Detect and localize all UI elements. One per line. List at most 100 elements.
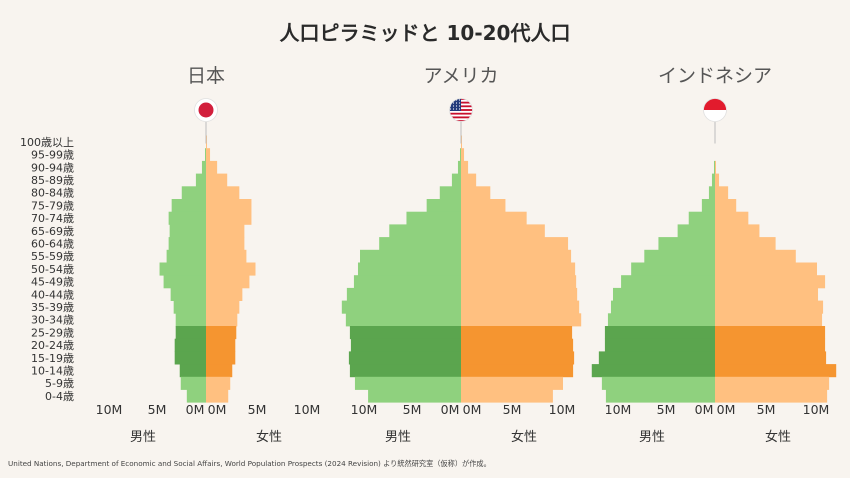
female-bar [206,148,211,162]
female-bar [715,249,796,263]
male-bar [644,249,715,263]
female-bar [206,300,240,314]
male-axis-label: 男性 [385,430,411,445]
female-bar [206,351,236,365]
female-bar [715,313,823,327]
female-bar [461,287,578,301]
male-bar [426,199,461,213]
female-bar [206,376,231,390]
female-bar [206,275,250,289]
male-bar [658,237,715,251]
female-bar [206,338,236,352]
female-bar [715,237,776,251]
male-bar [677,224,715,238]
female-bar [715,389,828,403]
indonesia-flag-icon [703,98,727,144]
male-bar [379,237,461,251]
female-bar [461,313,582,327]
female-bar [206,262,256,276]
female-bar [206,364,233,378]
x-tick-label-female: 0M [208,402,227,417]
chart-title: 人口ピラミッドと 10-20代人口 [280,21,571,45]
male-bar [607,313,715,327]
female-axis-label: 女性 [256,429,282,445]
japan-flag-icon [194,98,218,144]
male-bar [168,211,206,225]
male-bar [173,300,206,314]
female-bar [461,148,465,162]
male-axis-label: 男性 [130,430,156,445]
female-bar [715,351,827,365]
age-label: 70-74歳 [31,212,74,225]
male-bar [181,186,206,200]
x-tick-label-female: 10M [549,402,576,417]
female-bar [715,300,824,314]
x-tick-label-female: 5M [757,402,776,417]
x-tick-label-male: 5M [403,402,422,417]
country-panel-usa: アメリカ 10M 5M 0M 0M 5M 10M 男性 女性 [341,65,582,445]
female-bar [206,211,252,225]
female-bar [715,275,826,289]
female-bar [206,326,237,340]
age-label: 55-59歳 [31,250,74,263]
female-bar [715,287,819,301]
female-bar [715,338,826,352]
male-bar [180,376,206,390]
age-label: 35-39歳 [31,301,74,314]
x-tick-label-female: 10M [294,402,321,417]
male-axis-label: 男性 [639,430,665,445]
male-bar [439,186,461,200]
female-bar [461,376,564,390]
female-bar [461,237,569,251]
male-bar [175,313,206,327]
male-bar [598,351,715,365]
female-bar [206,249,247,263]
male-bar [601,376,715,390]
age-label: 30-34歳 [31,314,74,327]
female-bar [715,173,720,187]
female-bar [461,262,576,276]
male-bar [195,173,206,187]
male-bar [701,199,715,213]
country-name: インドネシア [658,65,772,87]
female-bar [715,199,737,213]
male-bar [175,326,206,340]
age-label: 90-94歳 [31,161,74,174]
male-bar [170,287,206,301]
age-label: 0-4歳 [45,390,74,403]
male-bar [457,160,461,174]
country-name: アメリカ [423,65,498,87]
female-bar [461,135,463,149]
country-panel-japan: 日本 10M 5M 0M 0M 5M 10M 男性 女性 [96,65,321,445]
male-bar [349,326,461,340]
source-note: United Nations, Department of Economic a… [8,459,491,468]
female-bar [461,249,572,263]
age-label: 50-54歳 [31,263,74,276]
bars [341,135,582,403]
male-bar [169,224,206,238]
male-bar [159,262,206,276]
female-bar [206,173,228,187]
male-bar [713,160,715,174]
male-bar [354,376,461,390]
male-bar [688,211,715,225]
country-name: 日本 [187,65,225,87]
female-bar [461,173,477,187]
age-label: 5-9歳 [45,377,74,390]
x-tick-label-male: 5M [148,402,167,417]
female-bar [206,287,243,301]
female-bar [206,313,238,327]
female-bar [461,351,575,365]
male-bar [357,262,461,276]
male-bar [610,300,715,314]
male-bar [174,351,206,365]
male-bar [604,326,715,340]
female-bar [461,389,553,403]
age-label: 60-64歳 [31,237,74,250]
male-bar [349,364,461,378]
age-label: 75-79歳 [31,199,74,212]
x-tick-label-male: 0M [186,402,205,417]
age-axis-labels: 100歳以上95-99歳90-94歳85-89歳80-84歳75-79歳70-7… [20,136,74,403]
